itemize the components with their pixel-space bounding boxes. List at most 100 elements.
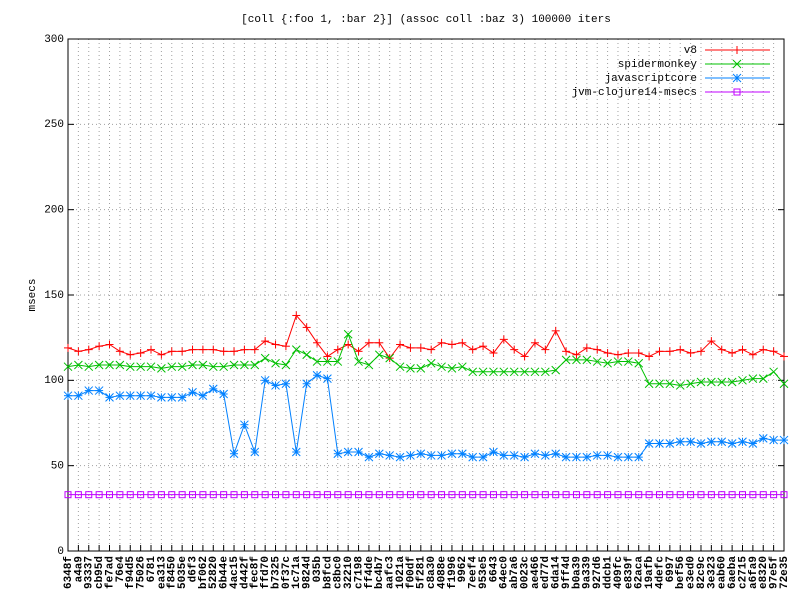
marker-stroke (395, 362, 405, 372)
x-tick-label: 9ff4d (561, 556, 573, 589)
data-point (510, 491, 518, 499)
data-point (94, 360, 104, 370)
data-point (292, 311, 301, 320)
marker-stroke (146, 391, 156, 401)
marker-stroke (198, 391, 208, 401)
data-point (676, 491, 684, 499)
data-point (229, 360, 239, 370)
data-point (136, 362, 145, 372)
y-tick-label: 250 (44, 119, 64, 131)
data-point (572, 491, 580, 499)
marker-stroke (426, 451, 436, 460)
data-point (105, 393, 114, 402)
data-point (551, 449, 561, 459)
marker-stroke (343, 447, 353, 457)
marker-stroke (686, 437, 695, 447)
data-point (95, 491, 103, 499)
legend-label: spidermonkey (618, 59, 698, 71)
marker-stroke (94, 360, 104, 370)
data-point (354, 357, 363, 366)
data-point (665, 347, 674, 356)
data-point (478, 452, 488, 462)
marker-box (209, 491, 217, 499)
data-point (168, 491, 176, 499)
data-point (323, 357, 332, 366)
marker-box (733, 88, 741, 96)
x-tick-label: fec8f (250, 556, 262, 589)
marker-box (303, 491, 311, 499)
marker-box (168, 491, 176, 499)
data-point (738, 491, 746, 499)
data-point (323, 491, 331, 499)
marker-stroke (758, 434, 768, 443)
data-point (282, 491, 290, 499)
marker-box (510, 491, 518, 499)
marker-stroke (623, 452, 633, 462)
data-point (406, 364, 415, 373)
data-point (167, 362, 177, 372)
marker-box (718, 491, 726, 499)
marker-stroke (561, 355, 571, 365)
marker-stroke (281, 379, 291, 389)
x-tick-label: 6b44e (219, 556, 231, 589)
marker-box (604, 491, 612, 499)
data-point (645, 491, 653, 499)
x-tick-label: a6fa9 (748, 556, 760, 589)
data-point (717, 345, 726, 354)
marker-stroke (675, 381, 685, 390)
x-tick-label: 953e5 (478, 556, 490, 589)
data-point (281, 342, 290, 351)
x-tick-label: d6f3 (187, 556, 199, 583)
marker-box (687, 491, 695, 499)
x-tick-label: 72e35 (779, 556, 791, 589)
legend-marker (732, 73, 742, 83)
data-point (738, 437, 747, 447)
data-point (552, 491, 560, 499)
x-tick-label: aafc3 (385, 556, 397, 589)
data-point (500, 491, 508, 499)
marker-stroke (520, 367, 529, 377)
marker-stroke (84, 362, 94, 372)
data-point (334, 491, 342, 499)
data-point (209, 491, 217, 499)
data-point (105, 340, 114, 349)
marker-stroke (208, 384, 218, 394)
marker-box (334, 491, 342, 499)
marker-stroke (323, 357, 332, 366)
data-point (177, 362, 187, 372)
data-point (302, 379, 312, 389)
data-point (447, 449, 457, 459)
data-point (281, 379, 291, 389)
x-tick-label: fe7ad (104, 556, 116, 589)
x-tick-label: c7198 (353, 556, 365, 589)
marker-box (323, 491, 331, 499)
marker-stroke (74, 360, 83, 370)
data-point (686, 379, 695, 389)
marker-box (645, 491, 653, 499)
data-point (157, 364, 166, 373)
y-tick-label: 0 (57, 546, 64, 558)
data-point (198, 360, 208, 370)
marker-stroke (302, 350, 312, 360)
marker-stroke (758, 374, 768, 383)
data-point (623, 452, 633, 462)
data-point (675, 381, 685, 390)
marker-stroke (177, 393, 187, 402)
data-point (686, 437, 695, 447)
x-tick-label: 6da14 (551, 556, 563, 589)
data-point (541, 491, 549, 499)
data-point (582, 343, 591, 352)
marker-stroke (437, 451, 446, 460)
marker-box (230, 491, 238, 499)
marker-stroke (468, 452, 478, 462)
data-point (603, 349, 612, 358)
data-point (530, 449, 540, 459)
data-point (687, 491, 695, 499)
data-point (707, 437, 716, 447)
data-point (396, 340, 405, 349)
data-point (323, 352, 332, 361)
x-tick-label: 6997 (665, 556, 677, 582)
marker-stroke (74, 391, 83, 401)
marker-stroke (157, 364, 166, 373)
